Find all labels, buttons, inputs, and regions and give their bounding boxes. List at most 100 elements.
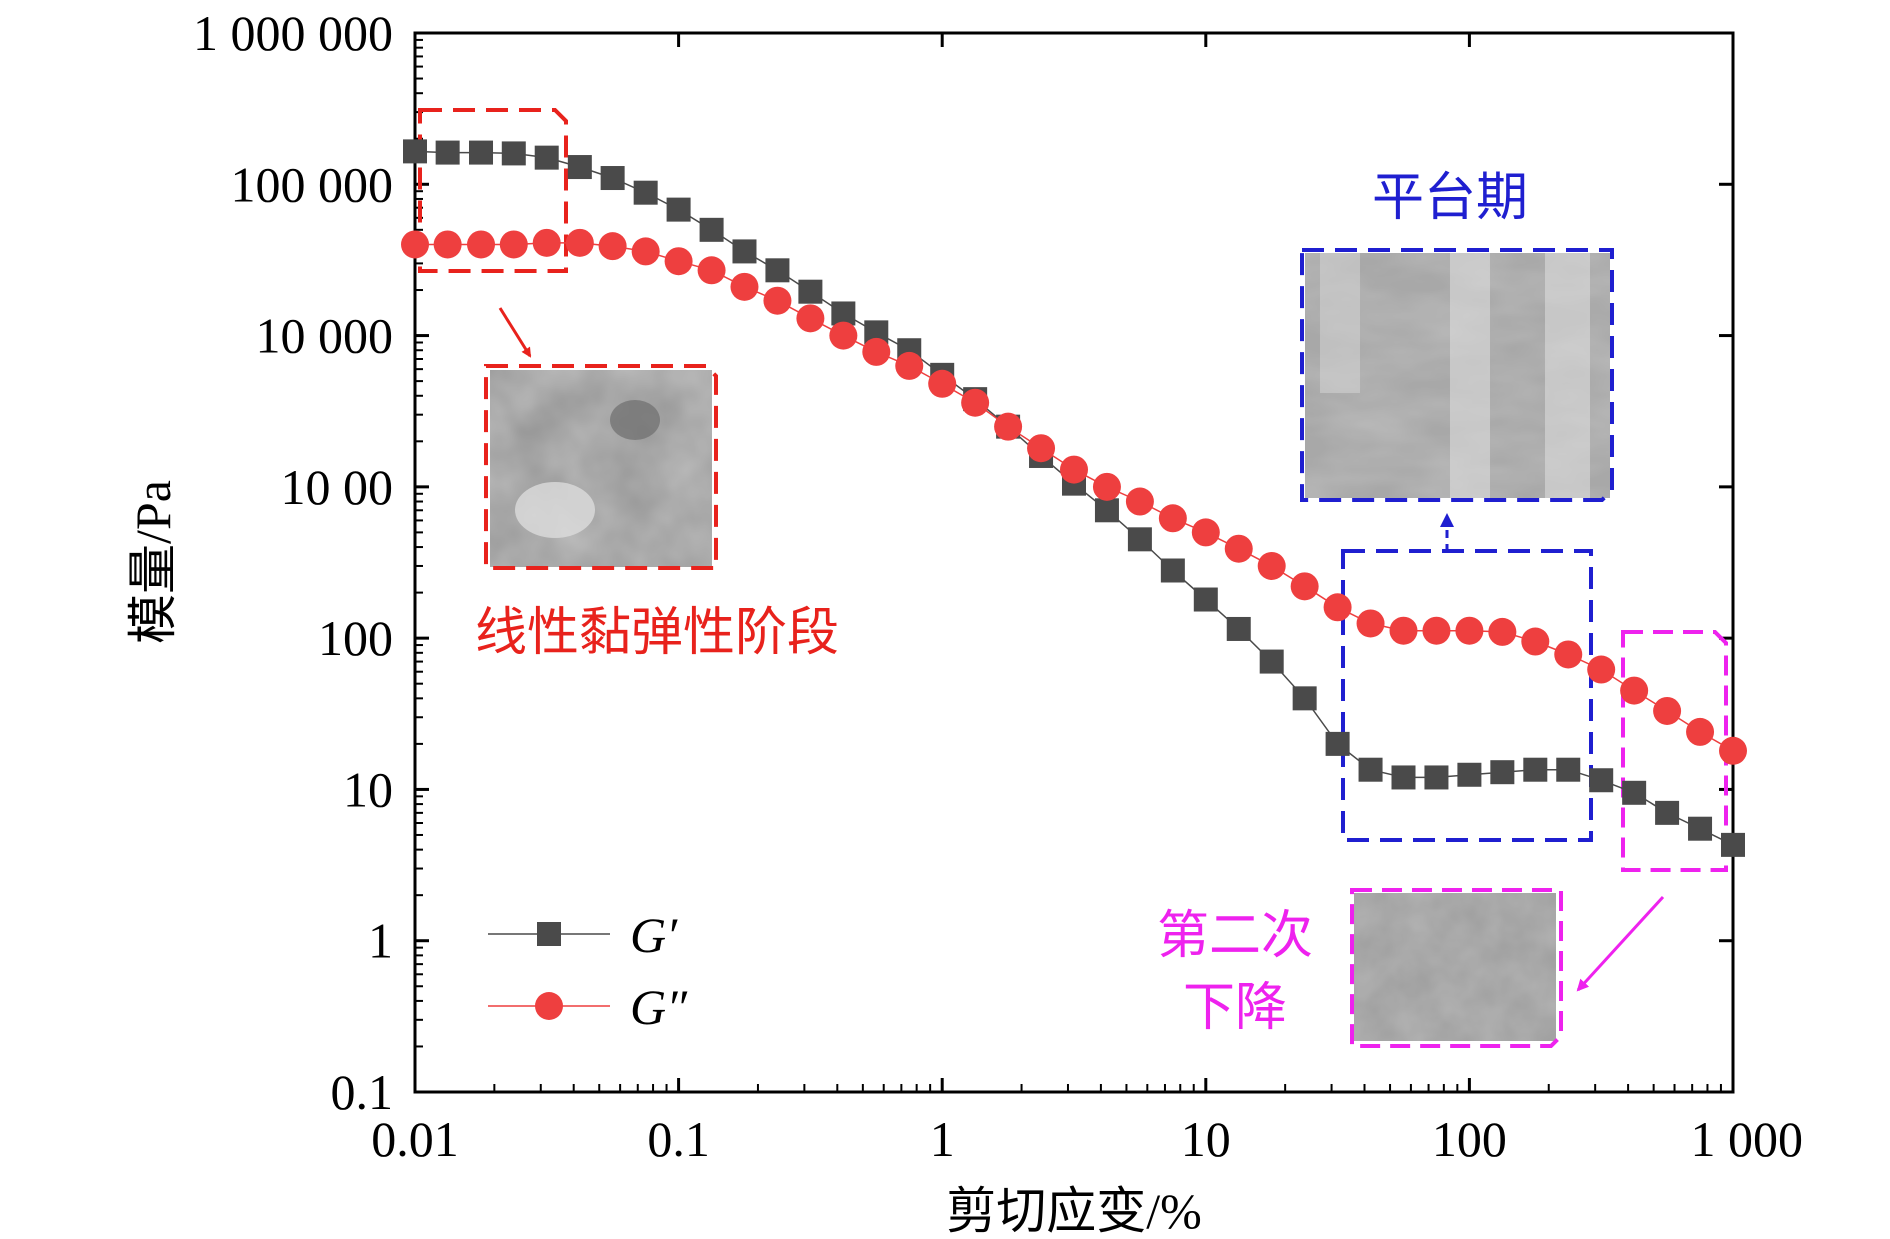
micrograph-second-drop: [1354, 893, 1556, 1041]
plateau-micrograph-frame: [1300, 248, 1614, 502]
gdprime-point: [664, 247, 693, 276]
gprime-point: [435, 140, 460, 165]
second-drop-micrograph-frame: [1350, 888, 1563, 1048]
gprime-point: [633, 180, 658, 205]
annotation-lve: 线性黏弹性阶段: [475, 603, 839, 663]
gdprime-point: [1060, 455, 1089, 484]
gdprime-point: [928, 369, 957, 398]
x-axis-ticks: 0.01 0.1 1 10 100 1 000: [371, 33, 1803, 1167]
y-tick-label: 100: [318, 610, 393, 666]
gdprime-point: [1158, 504, 1187, 533]
gprime-point: [1721, 832, 1745, 857]
gdprime-point: [1554, 640, 1583, 669]
gdprime-point: [730, 272, 759, 301]
gdprime-point: [1587, 655, 1616, 684]
gdprime-point: [1027, 434, 1056, 463]
gprime-point: [1424, 765, 1449, 790]
x-tick-label: 1: [930, 1111, 955, 1167]
gdprime-point: [1455, 616, 1484, 645]
gprime-point: [1655, 800, 1680, 825]
lve-arrow: [498, 307, 532, 358]
gdprime-point: [1422, 616, 1451, 645]
gdprime-point: [1620, 676, 1649, 705]
gdprime-point: [994, 412, 1023, 441]
gdprime-point: [1323, 593, 1352, 622]
gdprime-point: [1125, 487, 1154, 516]
gdprime-point: [401, 230, 429, 259]
gdprime-point: [1191, 518, 1220, 547]
y-tick-label: 10: [343, 761, 393, 817]
gprime-point: [1193, 587, 1218, 612]
gdprime-point: [895, 351, 924, 380]
gprime-point: [1226, 616, 1251, 641]
legend-gprime-label: G′: [630, 907, 678, 963]
gdprime-point: [829, 321, 858, 350]
gdprime-point: [1290, 572, 1319, 601]
x-tick-label: 0.01: [371, 1111, 459, 1167]
gdprime-point: [796, 304, 825, 333]
gprime-point: [1358, 757, 1383, 782]
gprime-point: [534, 145, 559, 170]
gprime-point: [1292, 686, 1317, 711]
gdprime-point: [697, 256, 726, 285]
micrograph-linear: [490, 370, 712, 567]
gprime-point: [699, 217, 724, 242]
gprime-point: [1457, 762, 1482, 787]
gdprime-point: [499, 230, 528, 259]
second-drop-arrow: [1576, 895, 1665, 992]
gdprime-point: [1257, 551, 1286, 580]
y-tick-label: 1: [368, 913, 393, 969]
gdprime-point: [1719, 736, 1747, 765]
gprime-point: [1391, 765, 1416, 790]
x-axis-label: 剪切应变/%: [946, 1183, 1202, 1239]
y-tick-label: 1 000 000: [193, 5, 393, 61]
micrograph-plateau: [1305, 253, 1610, 498]
gdprime-point: [1521, 627, 1550, 656]
gprime-point: [1688, 816, 1713, 841]
gdprime-point: [631, 237, 660, 266]
legend-gdprime-label: G″: [630, 979, 688, 1035]
gdprime-point: [1092, 472, 1121, 501]
annotation-second-drop-line2: 下降: [1183, 978, 1287, 1038]
gdprime-point: [433, 230, 462, 259]
y-tick-label: 10 00: [281, 459, 394, 515]
gprime-point: [501, 141, 526, 166]
legend-gdprime-marker: [535, 992, 563, 1020]
gprime-point: [666, 197, 691, 222]
gdprime-point: [1224, 534, 1253, 563]
x-tick-label: 0.1: [647, 1111, 710, 1167]
x-tick-label: 1 000: [1691, 1111, 1804, 1167]
gprime-point: [1160, 558, 1185, 583]
gprime-point: [469, 140, 494, 165]
gprime-point: [798, 279, 823, 304]
gdprime-point: [565, 228, 594, 257]
gdprime-point: [1488, 617, 1517, 646]
legend-gprime-marker: [537, 922, 561, 946]
gdprime-point: [1653, 696, 1682, 725]
gdprime-point: [862, 337, 891, 366]
gprime-point: [1622, 780, 1647, 805]
y-tick-label: 100 000: [231, 156, 394, 212]
y-axis-ticks: 0.1 1 10 100 10 00 10 000 100 000 1 000 000: [193, 5, 1733, 1120]
annotation-plateau: 平台期: [1372, 168, 1528, 228]
lve-micrograph-frame: [484, 364, 718, 570]
gdprime-point: [598, 232, 627, 261]
gprime-point: [1589, 768, 1614, 793]
gprime-point: [831, 301, 856, 326]
gprime-point: [1094, 498, 1119, 523]
gprime-point: [1325, 731, 1350, 756]
legend: G′ G″: [488, 907, 688, 1035]
gprime-point: [732, 239, 757, 264]
gdprime-point: [532, 228, 561, 257]
gprime-point: [600, 166, 625, 191]
gprime-point: [1556, 757, 1581, 782]
gprime-point: [1127, 527, 1152, 552]
gdprime-point: [763, 286, 792, 315]
x-tick-label: 100: [1432, 1111, 1507, 1167]
annotation-second-drop-line1: 第二次: [1157, 906, 1313, 966]
gdprime-point: [961, 388, 990, 417]
gdprime-point: [1389, 616, 1418, 645]
gdprime-point: [1686, 717, 1715, 746]
y-axis-label: 模量/Pa: [125, 480, 181, 644]
